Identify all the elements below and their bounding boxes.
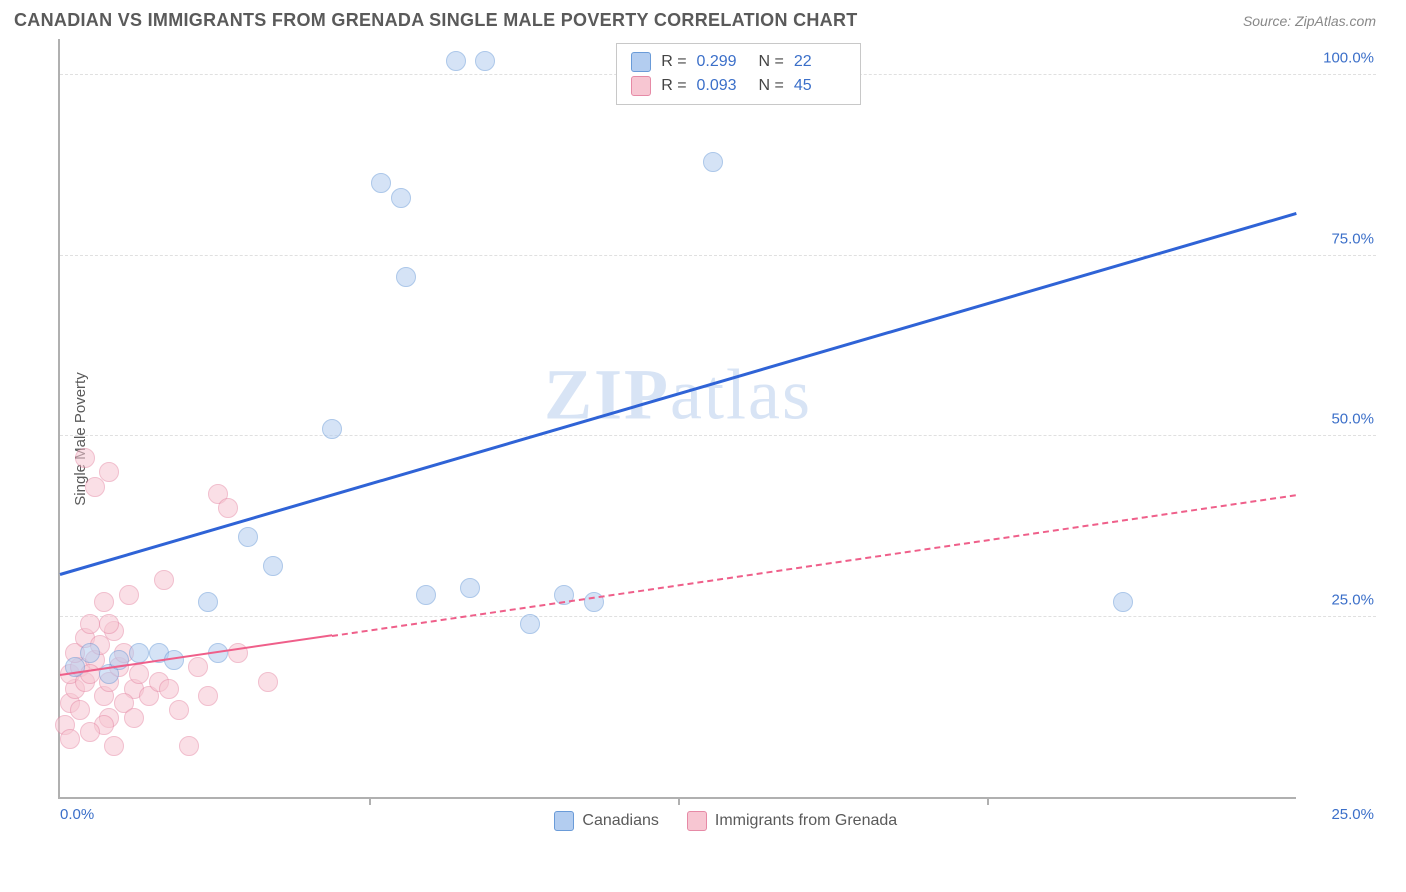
gridline (60, 616, 1376, 617)
data-point (520, 614, 540, 634)
chart-container: Single Male Poverty ZIPatlas 25.0%50.0%7… (48, 39, 1376, 839)
y-tick-label: 50.0% (1331, 411, 1374, 428)
data-point (129, 643, 149, 663)
legend-swatch (554, 811, 574, 831)
y-tick-label: 25.0% (1331, 591, 1374, 608)
data-point (80, 722, 100, 742)
stats-row: R = 0.299 N = 22 (631, 50, 846, 74)
r-label: R = (661, 77, 686, 95)
stats-box: R = 0.299 N = 22 R = 0.093 N = 45 (616, 43, 861, 105)
n-value: 45 (794, 77, 846, 95)
source-attribution: Source: ZipAtlas.com (1243, 13, 1376, 29)
data-point (154, 570, 174, 590)
data-point (119, 585, 139, 605)
data-point (238, 527, 258, 547)
data-point (198, 686, 218, 706)
y-tick-label: 100.0% (1323, 50, 1374, 67)
plot-area: ZIPatlas 25.0%50.0%75.0%100.0%0.0%25.0%R… (58, 39, 1296, 799)
legend-swatch (687, 811, 707, 831)
r-value: 0.299 (697, 53, 749, 71)
gridline (60, 435, 1376, 436)
data-point (80, 643, 100, 663)
n-label: N = (759, 53, 784, 71)
x-tick-label: 0.0% (60, 806, 94, 823)
data-point (129, 664, 149, 684)
y-tick-label: 75.0% (1331, 230, 1374, 247)
x-tick (678, 797, 680, 805)
legend-label: Immigrants from Grenada (715, 812, 897, 830)
header: CANADIAN VS IMMIGRANTS FROM GRENADA SING… (0, 0, 1406, 39)
legend-label: Canadians (582, 812, 659, 830)
x-tick (987, 797, 989, 805)
data-point (179, 736, 199, 756)
data-point (99, 614, 119, 634)
data-point (169, 700, 189, 720)
legend-swatch (631, 76, 651, 96)
data-point (70, 700, 90, 720)
data-point (188, 657, 208, 677)
data-point (391, 188, 411, 208)
n-value: 22 (794, 53, 846, 71)
legend-swatch (631, 52, 651, 72)
data-point (159, 679, 179, 699)
r-label: R = (661, 53, 686, 71)
data-point (94, 592, 114, 612)
data-point (1113, 592, 1133, 612)
data-point (60, 729, 80, 749)
data-point (218, 498, 238, 518)
gridline (60, 255, 1376, 256)
data-point (460, 578, 480, 598)
data-point (371, 173, 391, 193)
data-point (99, 462, 119, 482)
data-point (75, 448, 95, 468)
data-point (416, 585, 436, 605)
stats-row: R = 0.093 N = 45 (631, 74, 846, 98)
data-point (258, 672, 278, 692)
chart-title: CANADIAN VS IMMIGRANTS FROM GRENADA SING… (14, 10, 858, 31)
n-label: N = (759, 77, 784, 95)
data-point (198, 592, 218, 612)
data-point (80, 614, 100, 634)
data-point (703, 152, 723, 172)
data-point (124, 708, 144, 728)
data-point (85, 477, 105, 497)
legend-item: Immigrants from Grenada (687, 811, 897, 831)
legend: Canadians Immigrants from Grenada (554, 811, 897, 831)
data-point (446, 51, 466, 71)
data-point (475, 51, 495, 71)
r-value: 0.093 (697, 77, 749, 95)
data-point (104, 736, 124, 756)
data-point (396, 267, 416, 287)
x-tick (369, 797, 371, 805)
data-point (228, 643, 248, 663)
data-point (263, 556, 283, 576)
legend-item: Canadians (554, 811, 659, 831)
data-point (322, 419, 342, 439)
x-tick-label: 25.0% (1331, 806, 1374, 823)
